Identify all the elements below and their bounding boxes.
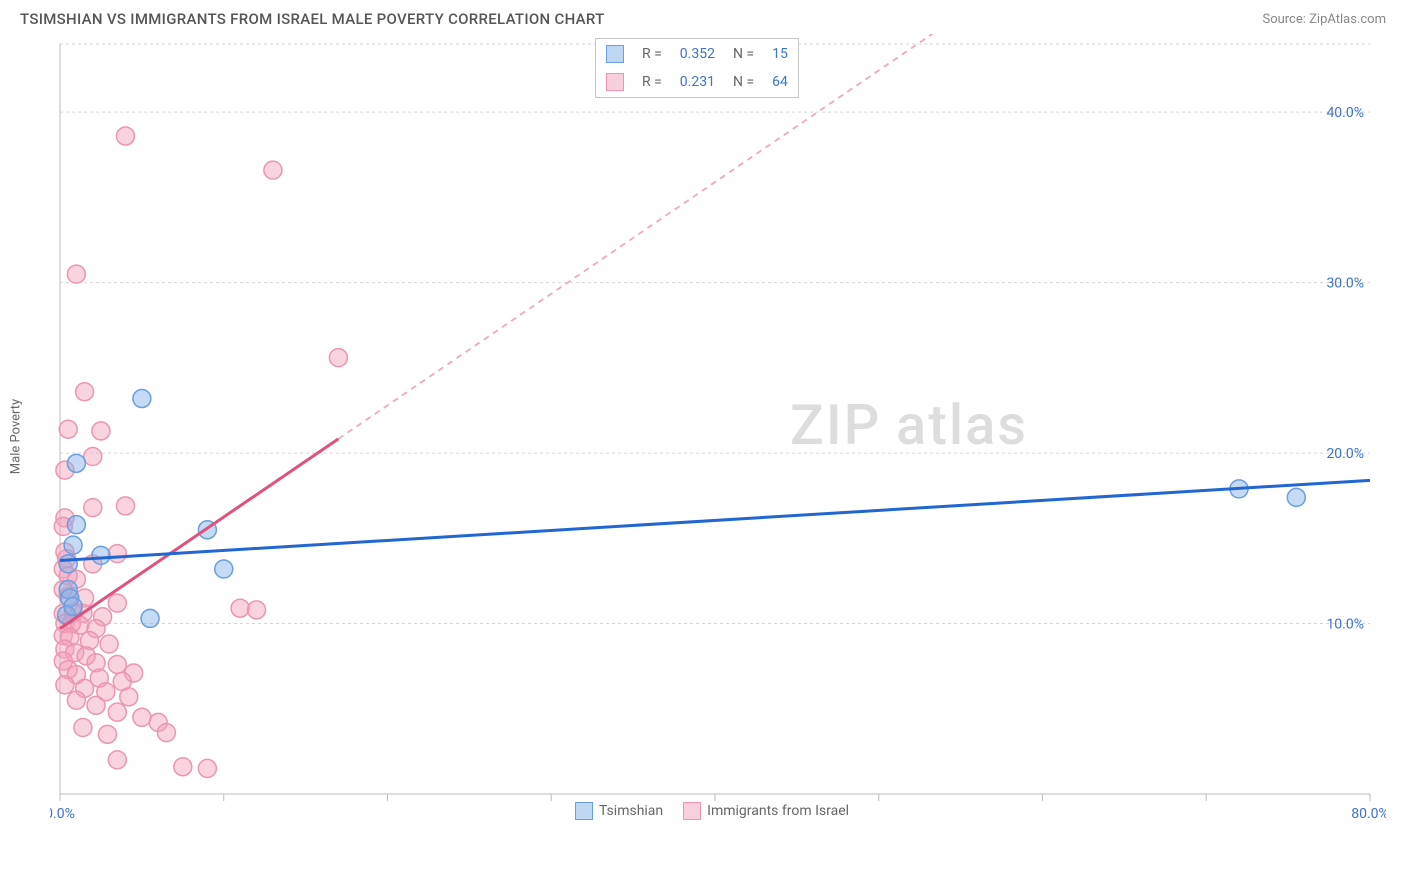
svg-text:80.0%: 80.0%: [1351, 806, 1386, 822]
source-label: Source: ZipAtlas.com: [1262, 12, 1386, 27]
n-label: N =: [725, 69, 762, 95]
legend-item-a: Tsimshian: [575, 802, 663, 820]
svg-text:ZIP: ZIP: [790, 392, 881, 458]
chart-title: TSIMSHIAN VS IMMIGRANTS FROM ISRAEL MALE…: [20, 10, 605, 28]
r-label: R =: [634, 69, 670, 95]
n-label: N =: [725, 41, 762, 67]
series-legend: Tsimshian Immigrants from Israel: [575, 802, 849, 820]
scatter-chart: 10.0% 20.0% 30.0% 40.0% 0.0% 80.0% ZIPatlas: [50, 34, 1386, 824]
swatch-icon: [575, 802, 593, 820]
legend-label: Tsimshian: [599, 803, 663, 819]
svg-text:atlas: atlas: [896, 392, 1028, 458]
legend-label: Immigrants from Israel: [707, 803, 849, 819]
correlation-legend: R =0.352N =15 R =0.231N =64: [595, 38, 799, 98]
svg-text:10.0%: 10.0%: [1326, 617, 1364, 633]
swatch-icon: [606, 45, 624, 63]
swatch-icon: [606, 73, 624, 91]
n-value: 15: [764, 41, 796, 67]
legend-item-b: Immigrants from Israel: [683, 802, 849, 820]
r-label: R =: [634, 41, 670, 67]
svg-text:20.0%: 20.0%: [1326, 446, 1364, 462]
r-value: 0.352: [672, 41, 723, 67]
chart-area: Male Poverty 10.0%20.0%30.0%40.0%0.0%80.…: [50, 34, 1386, 824]
n-value: 64: [764, 69, 796, 95]
svg-text:0.0%: 0.0%: [50, 806, 75, 822]
svg-text:30.0%: 30.0%: [1326, 276, 1364, 292]
swatch-icon: [683, 802, 701, 820]
r-value: 0.231: [672, 69, 723, 95]
svg-text:40.0%: 40.0%: [1326, 105, 1364, 121]
y-axis-label: Male Poverty: [9, 399, 24, 474]
